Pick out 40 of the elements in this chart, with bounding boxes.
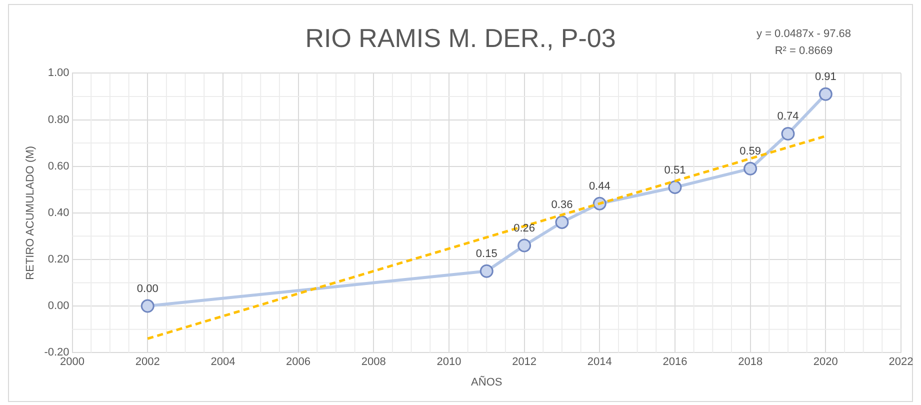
- y-axis-title: RETIRO ACUMULADO (M): [24, 146, 37, 280]
- point: [781, 126, 795, 140]
- y-tick-label: 0.60: [48, 160, 70, 172]
- x-tick-label: 2010: [436, 356, 462, 368]
- y-tick-label: 1.00: [48, 67, 70, 80]
- data-label: 0.44: [588, 180, 610, 193]
- point: [480, 264, 494, 278]
- x-tick-label: 2012: [512, 356, 537, 368]
- x-tick-label: 2020: [813, 356, 838, 368]
- x-tick-label: 2008: [361, 356, 386, 368]
- point: [140, 299, 154, 313]
- data-label: 0.59: [740, 146, 762, 158]
- data-label: 0.15: [476, 248, 498, 260]
- x-tick-label: 2000: [60, 356, 85, 368]
- x-tick-label: 2006: [286, 356, 311, 368]
- x-tick-label: 2016: [662, 356, 688, 368]
- data-label: 0.26: [514, 222, 536, 234]
- x-tick-label: 2014: [587, 356, 612, 368]
- x-tick-label: 2004: [210, 356, 236, 368]
- y-tick-label: 0.20: [48, 254, 70, 266]
- point: [744, 162, 758, 176]
- x-tick-label: 2018: [738, 356, 763, 368]
- data-label: 0.36: [551, 199, 573, 212]
- y-tick-label: 0.40: [48, 206, 70, 219]
- y-tick-label: -0.20: [44, 346, 70, 359]
- x-axis-title: AÑOS: [471, 375, 502, 388]
- point: [518, 238, 532, 252]
- y-tick-label: 0.00: [48, 300, 70, 312]
- data-label: 0.00: [136, 283, 158, 296]
- text: y = 0.0487x - 97.68 R² = 0.8669: [756, 27, 851, 59]
- data-label: 0.51: [664, 164, 686, 176]
- chart-title: RIO RAMIS M. DER., P-03: [305, 22, 616, 53]
- y-tick-label: 0.80: [48, 114, 70, 126]
- point: [555, 215, 569, 229]
- x-tick-label: 2022: [888, 356, 914, 368]
- point: [818, 87, 832, 101]
- x-tick-label: 2002: [135, 356, 160, 368]
- data-label: 0.91: [814, 71, 836, 84]
- data-label: 0.74: [777, 110, 799, 123]
- point: [668, 180, 682, 194]
